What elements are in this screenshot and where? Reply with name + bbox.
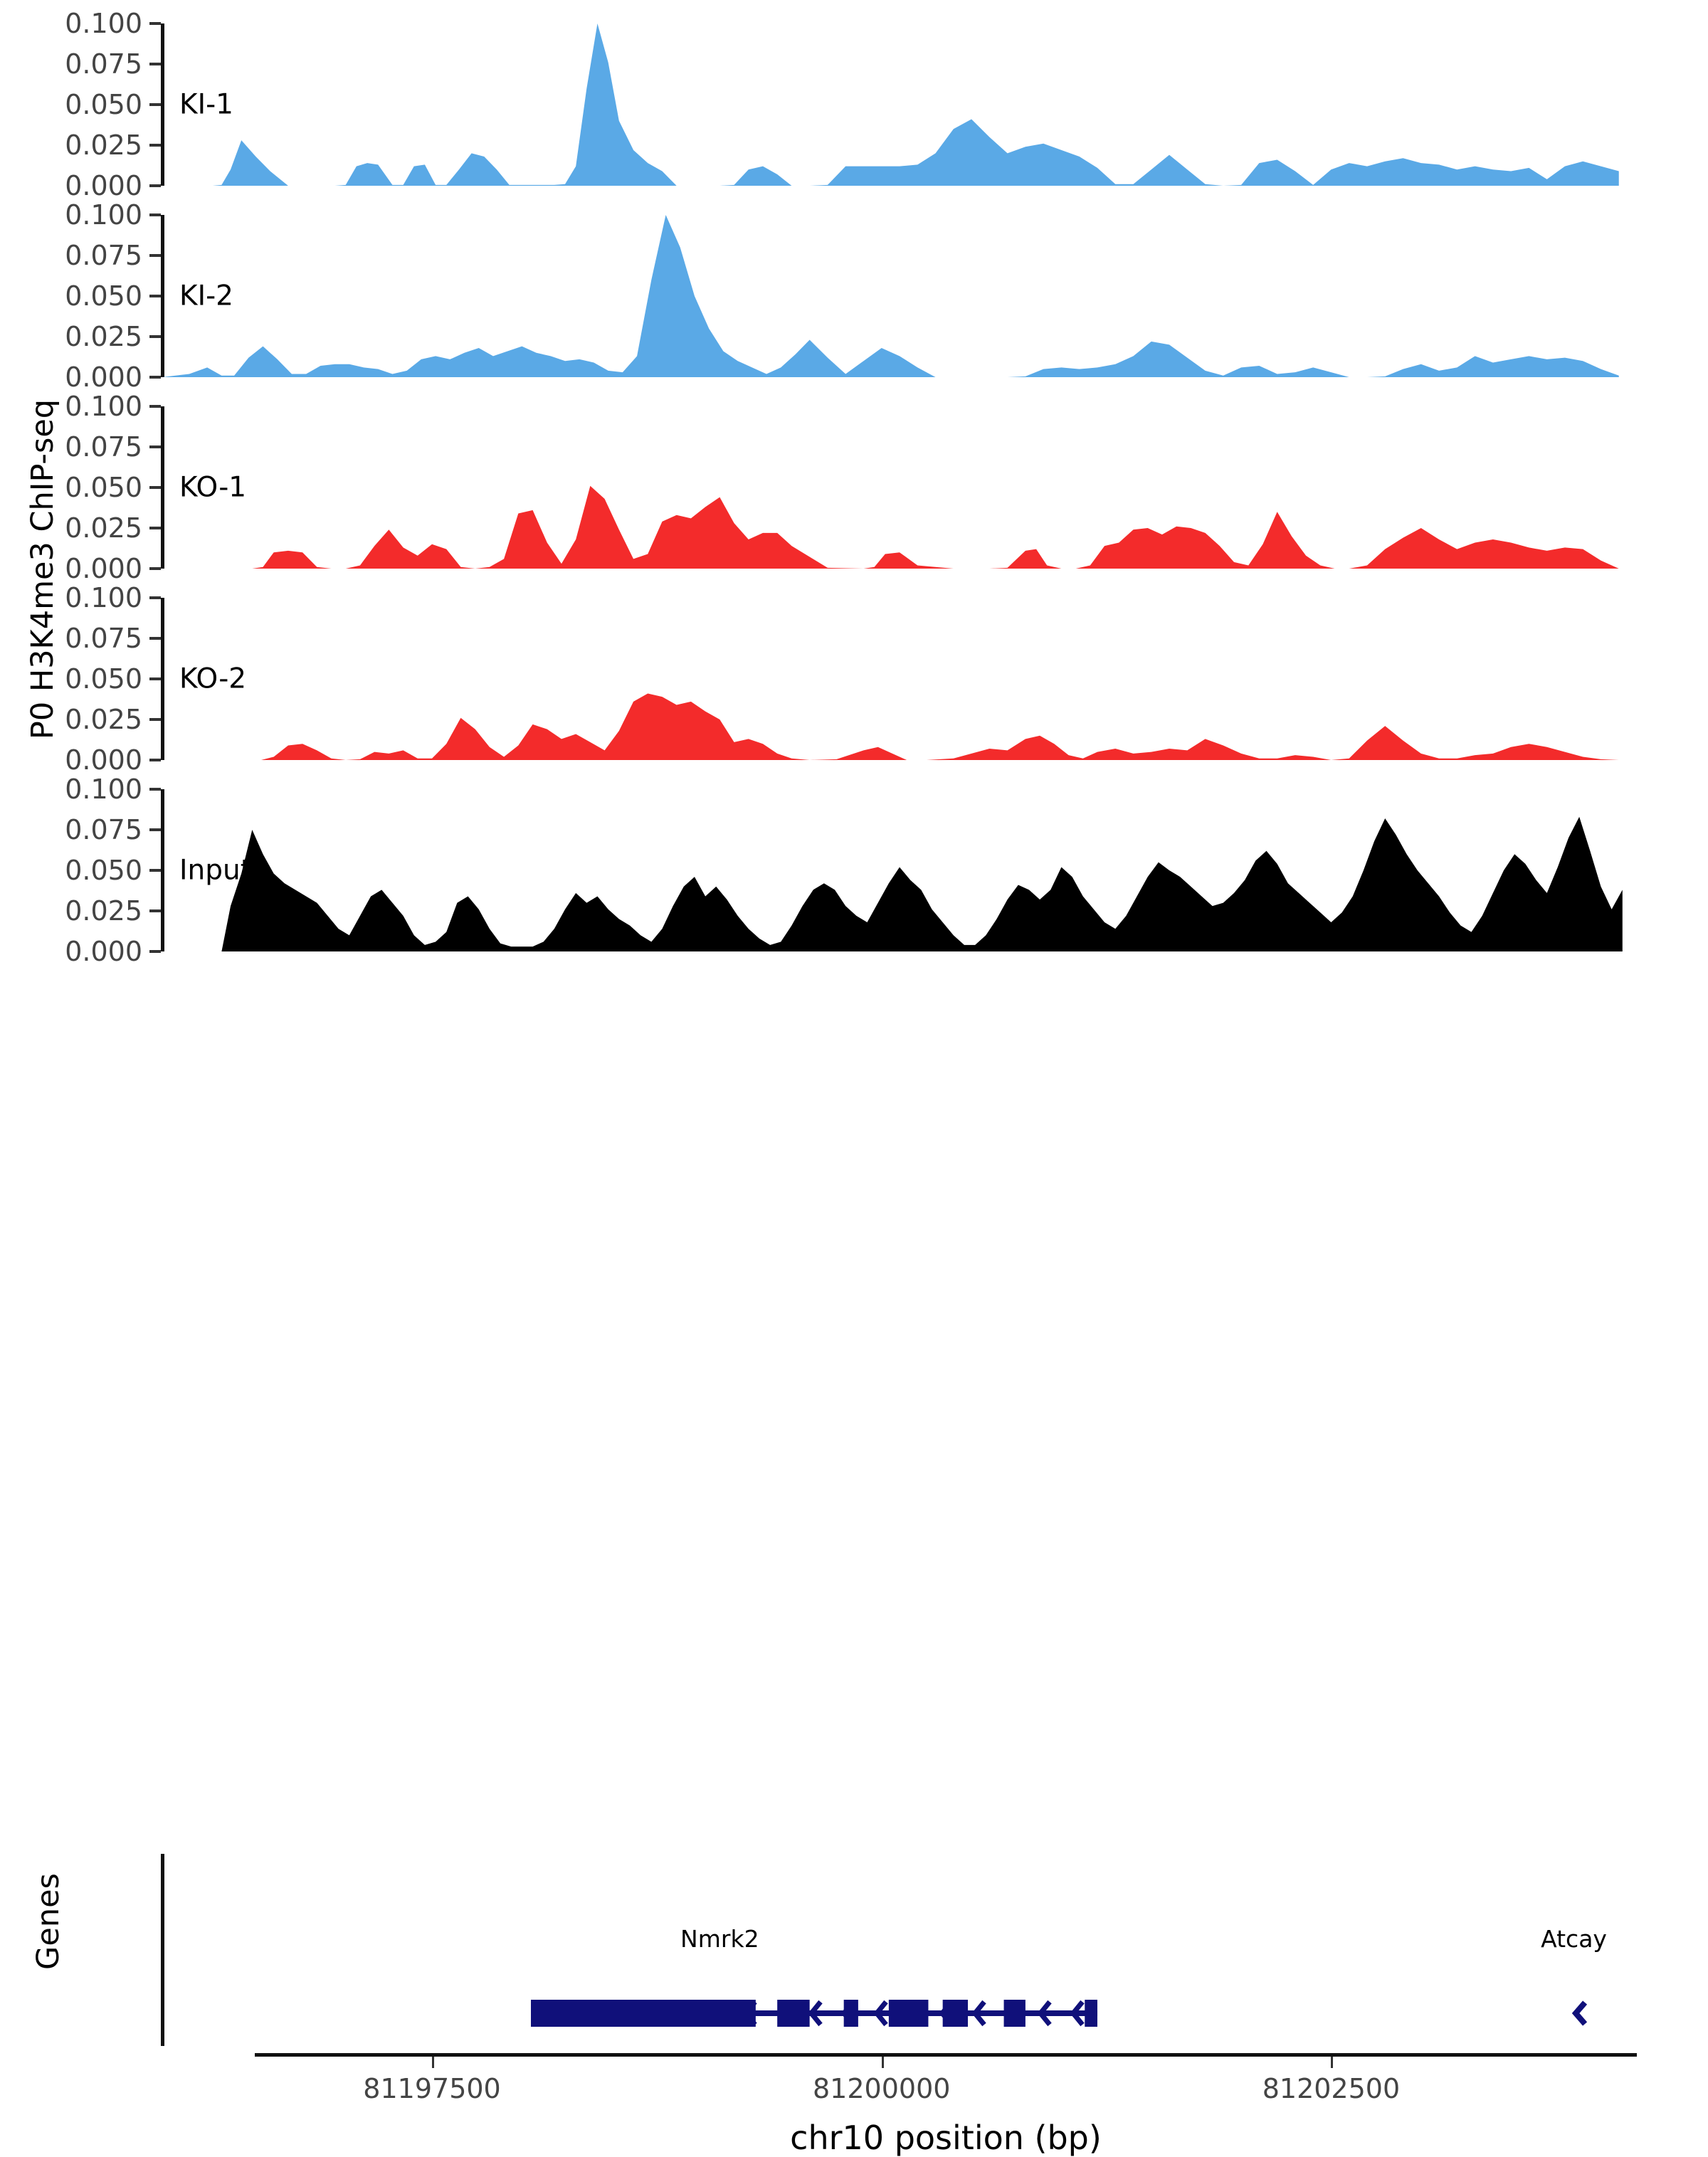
gene-exon-box[interactable] — [1085, 2000, 1097, 2027]
y-axis-tick-label: 0.000 — [65, 362, 142, 393]
y-axis-tick — [149, 254, 161, 257]
x-axis-tick-label: 81202500 — [1262, 2073, 1401, 2104]
x-axis-tick — [1331, 2057, 1334, 2068]
y-axis-tick — [149, 184, 161, 187]
gene-models — [531, 2000, 1588, 2027]
y-axis-tick-label: 0.075 — [65, 623, 142, 654]
track-label-ko-2: KO-2 — [179, 663, 247, 695]
y-axis-tick-label: 0.000 — [65, 553, 142, 584]
signal-area-input — [221, 816, 1623, 951]
y-axis-tick-label: 0.050 — [65, 280, 142, 312]
y-axis-tick — [149, 63, 161, 65]
y-axis-tick-label: 0.100 — [65, 391, 142, 422]
track-y-spine — [161, 406, 164, 569]
signal-area-ki-2 — [162, 215, 1619, 377]
signal-path — [162, 693, 1619, 760]
gene-exon-box[interactable] — [843, 2000, 858, 2027]
y-axis-tick-label: 0.000 — [65, 936, 142, 967]
y-axis-tick-label: 0.100 — [65, 774, 142, 805]
y-axis-tick-label: 0.100 — [65, 199, 142, 231]
y-axis-tick — [149, 445, 161, 448]
x-axis-tick — [432, 2057, 435, 2068]
y-axis-tick-label: 0.075 — [65, 48, 142, 80]
y-axis-tick-label: 0.050 — [65, 663, 142, 695]
y-axis-tick-label: 0.075 — [65, 431, 142, 463]
y-axis-tick — [149, 405, 161, 408]
track-label-ko-1: KO-1 — [179, 471, 247, 504]
y-axis-tick-label: 0.000 — [65, 170, 142, 201]
x-axis-line — [255, 2053, 1637, 2057]
signal-area-ki-1 — [162, 23, 1619, 186]
signal-path — [162, 23, 1619, 186]
x-axis-label: chr10 position (bp) — [790, 2119, 1102, 2157]
gene-exon-box[interactable] — [942, 2000, 969, 2027]
y-axis-tick — [149, 486, 161, 489]
y-axis-tick — [149, 909, 161, 912]
y-axis-tick — [149, 22, 161, 25]
y-axis-tick — [149, 213, 161, 216]
gene-strand-arrow-left-icon — [1037, 2000, 1052, 2027]
y-axis-tick-label: 0.100 — [65, 8, 142, 39]
gene-name-label-atcay: Atcay — [1541, 1925, 1607, 1953]
gene-strand-arrow-left-icon — [873, 2000, 888, 2027]
y-axis-tick — [149, 103, 161, 106]
y-axis-tick — [149, 295, 161, 297]
x-axis-tick-label: 81200000 — [813, 2073, 951, 2104]
gene-strand-arrow-left-icon[interactable] — [1571, 2000, 1588, 2026]
y-axis-tick-label: 0.025 — [65, 321, 142, 352]
track-y-spine — [161, 23, 164, 186]
signal-area-ko-2 — [162, 693, 1619, 760]
y-axis-tick — [149, 788, 161, 791]
y-axis-tick-label: 0.025 — [65, 512, 142, 544]
y-axis-tick-label: 0.025 — [65, 704, 142, 735]
signal-path — [162, 215, 1619, 377]
y-axis-tick-label: 0.025 — [65, 130, 142, 161]
track-label-ki-2: KI-2 — [179, 280, 233, 312]
gene-name-label-nmrk2: Nmrk2 — [680, 1925, 759, 1953]
signal-path — [162, 485, 1619, 569]
gene-strand-arrow-left-icon — [971, 2000, 986, 2027]
gene-exon-box[interactable] — [531, 2000, 756, 2027]
y-axis-tick-label: 0.050 — [65, 89, 142, 120]
x-axis-tick — [881, 2057, 884, 2068]
y-axis-tick — [149, 335, 161, 338]
y-axis-tick-label: 0.050 — [65, 472, 142, 503]
y-axis-tick — [149, 567, 161, 570]
y-axis-tick — [149, 677, 161, 680]
y-axis-tick-label: 0.000 — [65, 744, 142, 776]
gene-exon-box[interactable] — [888, 2000, 929, 2027]
track-y-spine — [161, 598, 164, 760]
y-axis-tick — [149, 828, 161, 831]
signal-path — [221, 816, 1623, 951]
y-axis-tick-label: 0.075 — [65, 240, 142, 271]
x-axis-tick-label: 81197500 — [363, 2073, 501, 2104]
y-axis-tick — [149, 637, 161, 640]
track-y-spine — [161, 789, 164, 951]
y-axis-tick-label: 0.025 — [65, 895, 142, 927]
y-axis-tick — [149, 596, 161, 599]
y-axis-tick — [149, 950, 161, 953]
track-y-spine — [161, 215, 164, 377]
y-axis-tick — [149, 759, 161, 761]
y-axis-tick — [149, 718, 161, 721]
gene-strand-arrow-left-icon — [808, 2000, 823, 2027]
gene-exon-box[interactable] — [777, 2000, 810, 2027]
y-axis-tick-label: 0.100 — [65, 582, 142, 613]
genes-y-spine — [161, 1854, 164, 2046]
y-axis-tick-label: 0.075 — [65, 814, 142, 845]
y-axis-tick — [149, 527, 161, 529]
gene-exon-box[interactable] — [1003, 2000, 1026, 2027]
signal-area-ko-1 — [162, 485, 1619, 569]
y-axis-tick — [149, 869, 161, 872]
y-axis-tick — [149, 144, 161, 147]
gene-strand-arrow-left-icon — [1070, 2000, 1085, 2027]
genes-panel-label: Genes — [31, 1873, 66, 1970]
y-axis-tick-label: 0.050 — [65, 855, 142, 886]
y-axis-tick — [149, 376, 161, 379]
track-label-ki-1: KI-1 — [179, 88, 233, 121]
